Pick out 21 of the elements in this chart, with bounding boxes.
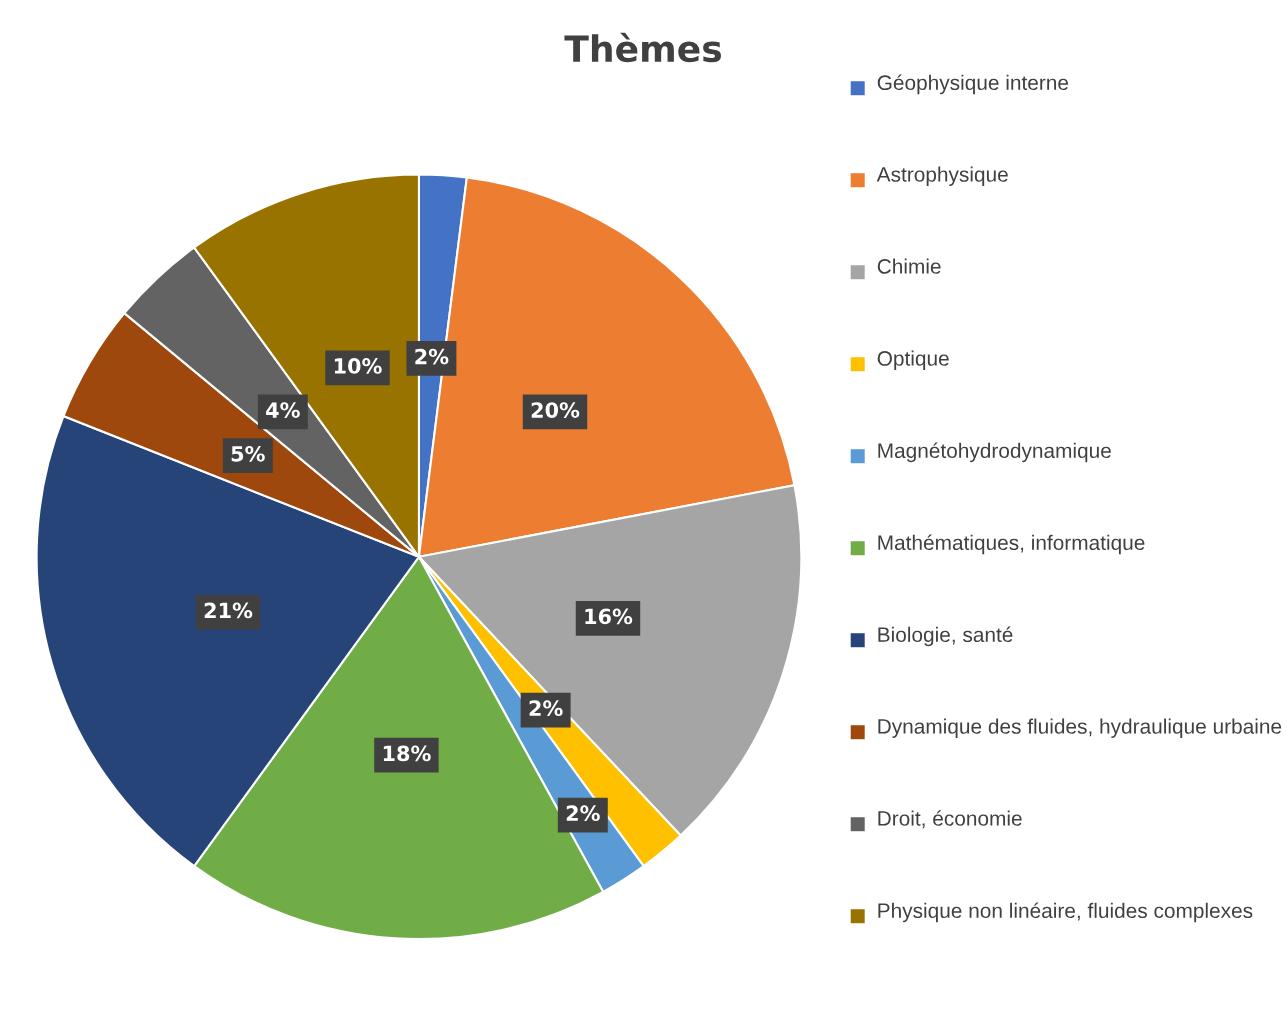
chart-title: Thèmes: [564, 32, 722, 63]
data-label: 20%: [531, 402, 580, 418]
data-label: 4%: [266, 402, 300, 418]
legend-label: Optique: [877, 350, 949, 370]
legend-label: Biologie, santé: [878, 626, 1013, 647]
legend-label: Magnétohydrodynamique: [878, 442, 1111, 463]
legend-label: Géophysique interne: [877, 74, 1069, 95]
legend-label: Mathématiques, informatique: [878, 534, 1145, 555]
data-label: 5%: [231, 445, 265, 462]
data-label: 2%: [566, 805, 600, 822]
data-label: 2%: [529, 700, 563, 717]
legend-label: Chimie: [877, 258, 941, 274]
data-label: 2%: [415, 348, 449, 365]
data-label: 10%: [334, 358, 382, 374]
legend-label: Physique non linéaire, fluides complexes: [878, 902, 1253, 923]
data-label: 16%: [585, 608, 633, 625]
legend-label: Droit, économie: [878, 810, 1022, 829]
data-label: 21%: [204, 602, 253, 619]
legend-label: Dynamique des fluides, hydraulique urbaine: [878, 718, 1282, 738]
legend-label: Astrophysique: [876, 166, 1008, 186]
data-label: 18%: [383, 745, 431, 762]
